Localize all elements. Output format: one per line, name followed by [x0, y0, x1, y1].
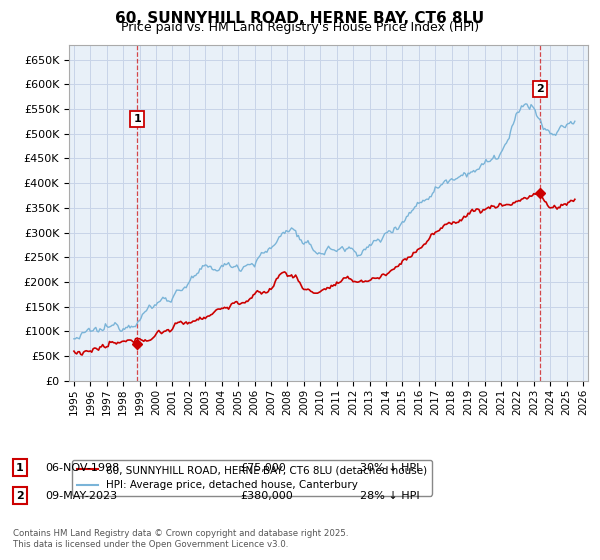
Legend: 60, SUNNYHILL ROAD, HERNE BAY, CT6 8LU (detached house), HPI: Average price, det: 60, SUNNYHILL ROAD, HERNE BAY, CT6 8LU (… [71, 460, 433, 496]
Text: 2: 2 [16, 491, 23, 501]
Text: 1: 1 [16, 463, 23, 473]
Text: £75,000: £75,000 [240, 463, 286, 473]
Text: £380,000: £380,000 [240, 491, 293, 501]
Text: Contains HM Land Registry data © Crown copyright and database right 2025.
This d: Contains HM Land Registry data © Crown c… [13, 529, 349, 549]
Text: 28% ↓ HPI: 28% ↓ HPI [360, 491, 419, 501]
Text: 1: 1 [133, 114, 141, 124]
Text: 2: 2 [536, 84, 544, 94]
Text: Price paid vs. HM Land Registry's House Price Index (HPI): Price paid vs. HM Land Registry's House … [121, 21, 479, 34]
Text: 30% ↓ HPI: 30% ↓ HPI [360, 463, 419, 473]
Text: 09-MAY-2023: 09-MAY-2023 [45, 491, 117, 501]
Text: 60, SUNNYHILL ROAD, HERNE BAY, CT6 8LU: 60, SUNNYHILL ROAD, HERNE BAY, CT6 8LU [115, 11, 485, 26]
Text: 06-NOV-1998: 06-NOV-1998 [45, 463, 119, 473]
